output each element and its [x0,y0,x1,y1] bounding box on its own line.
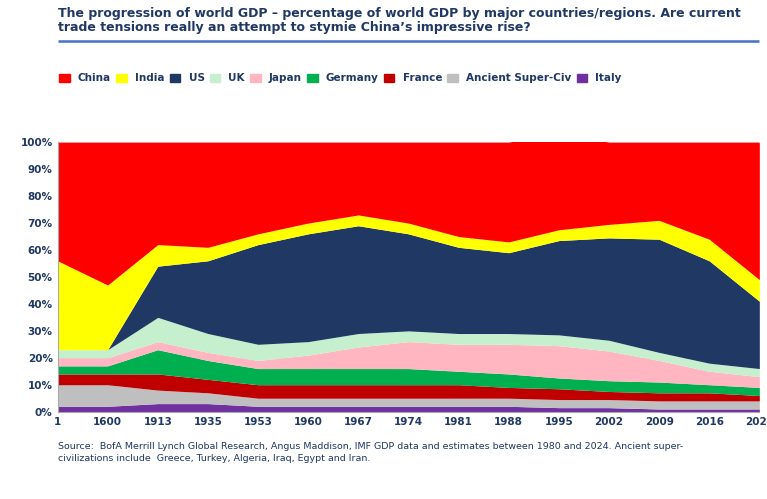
Text: trade tensions really an attempt to stymie China’s impressive rise?: trade tensions really an attempt to stym… [58,21,530,34]
Text: The progression of world GDP – percentage of world GDP by major countries/region: The progression of world GDP – percentag… [58,7,740,20]
Legend: China, India, US, UK, Japan, Germany, France, Ancient Super-Civ, Italy: China, India, US, UK, Japan, Germany, Fr… [59,73,622,83]
Text: Source:  BofA Merrill Lynch Global Research, Angus Maddison, IMF GDP data and es: Source: BofA Merrill Lynch Global Resear… [58,442,683,463]
